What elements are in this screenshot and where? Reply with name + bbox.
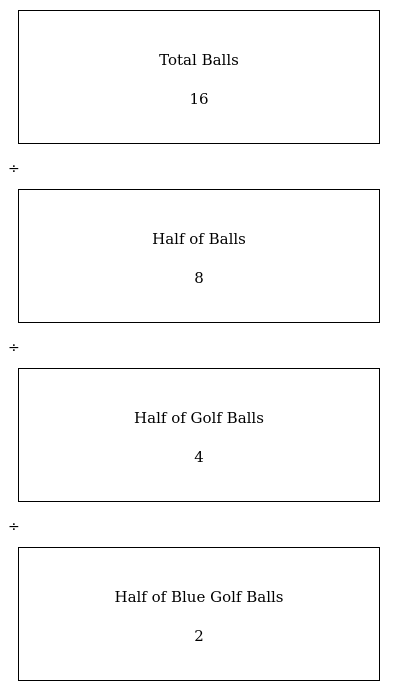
box-title: Total Balls [159,51,239,69]
box-value: 8 [194,269,204,287]
box-title: Half of Balls [152,230,246,248]
divide-operator: ÷ [8,161,20,177]
box-title: Half of Blue Golf Balls [114,588,284,606]
half-of-golf-balls-box: Half of Golf Balls 4 [18,368,380,502]
divide-operator: ÷ [8,340,20,356]
box-value: 2 [194,627,204,645]
total-balls-box: Total Balls 16 [18,10,380,144]
half-of-blue-golf-balls-box: Half of Blue Golf Balls 2 [18,547,380,681]
half-of-balls-box: Half of Balls 8 [18,189,380,323]
divide-operator: ÷ [8,519,20,535]
box-title: Half of Golf Balls [134,409,264,427]
box-value: 4 [194,448,204,466]
box-value: 16 [189,90,209,108]
